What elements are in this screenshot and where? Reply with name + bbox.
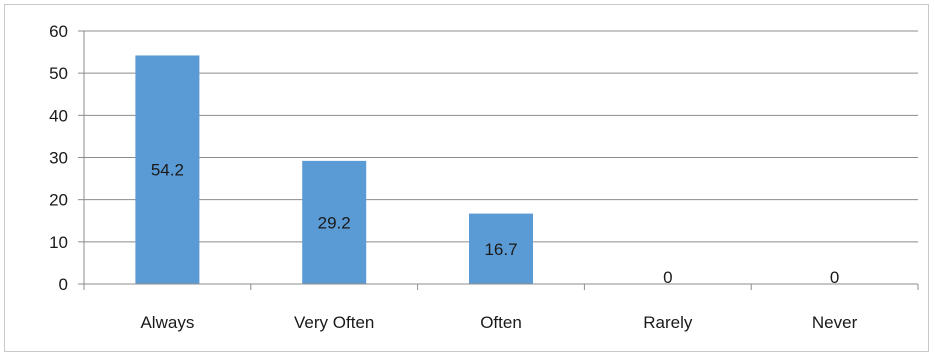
data-label-always: 54.2 bbox=[151, 161, 184, 180]
x-tick-label-often: Often bbox=[480, 313, 522, 332]
y-tick-label-50: 50 bbox=[49, 64, 68, 83]
bar-very-often bbox=[302, 160, 367, 284]
x-tick-label-always: Always bbox=[140, 313, 194, 332]
data-label-never: 0 bbox=[830, 268, 839, 287]
y-tick-label-30: 30 bbox=[49, 149, 68, 168]
bar-always bbox=[135, 55, 200, 284]
x-tick-label-very-often: Very Often bbox=[294, 313, 374, 332]
y-tick-label-0: 0 bbox=[59, 275, 68, 294]
x-tick-label-rarely: Rarely bbox=[643, 313, 693, 332]
x-tick-label-never: Never bbox=[812, 313, 858, 332]
labels: 0 10 20 30 40 50 60 54.2 Always 29.2 Very Often 16.… bbox=[49, 22, 858, 332]
axes bbox=[78, 30, 919, 290]
y-tick-label-20: 20 bbox=[49, 191, 68, 210]
data-label-often: 16.7 bbox=[484, 240, 517, 259]
y-tick-label-40: 40 bbox=[49, 106, 68, 125]
data-label-very-often: 29.2 bbox=[318, 213, 351, 232]
bar-often bbox=[469, 213, 533, 284]
data-label-rarely: 0 bbox=[663, 268, 672, 287]
y-tick-label-60: 60 bbox=[49, 22, 68, 41]
gridlines bbox=[84, 30, 918, 243]
bars bbox=[135, 55, 533, 284]
y-tick-label-10: 10 bbox=[49, 233, 68, 252]
